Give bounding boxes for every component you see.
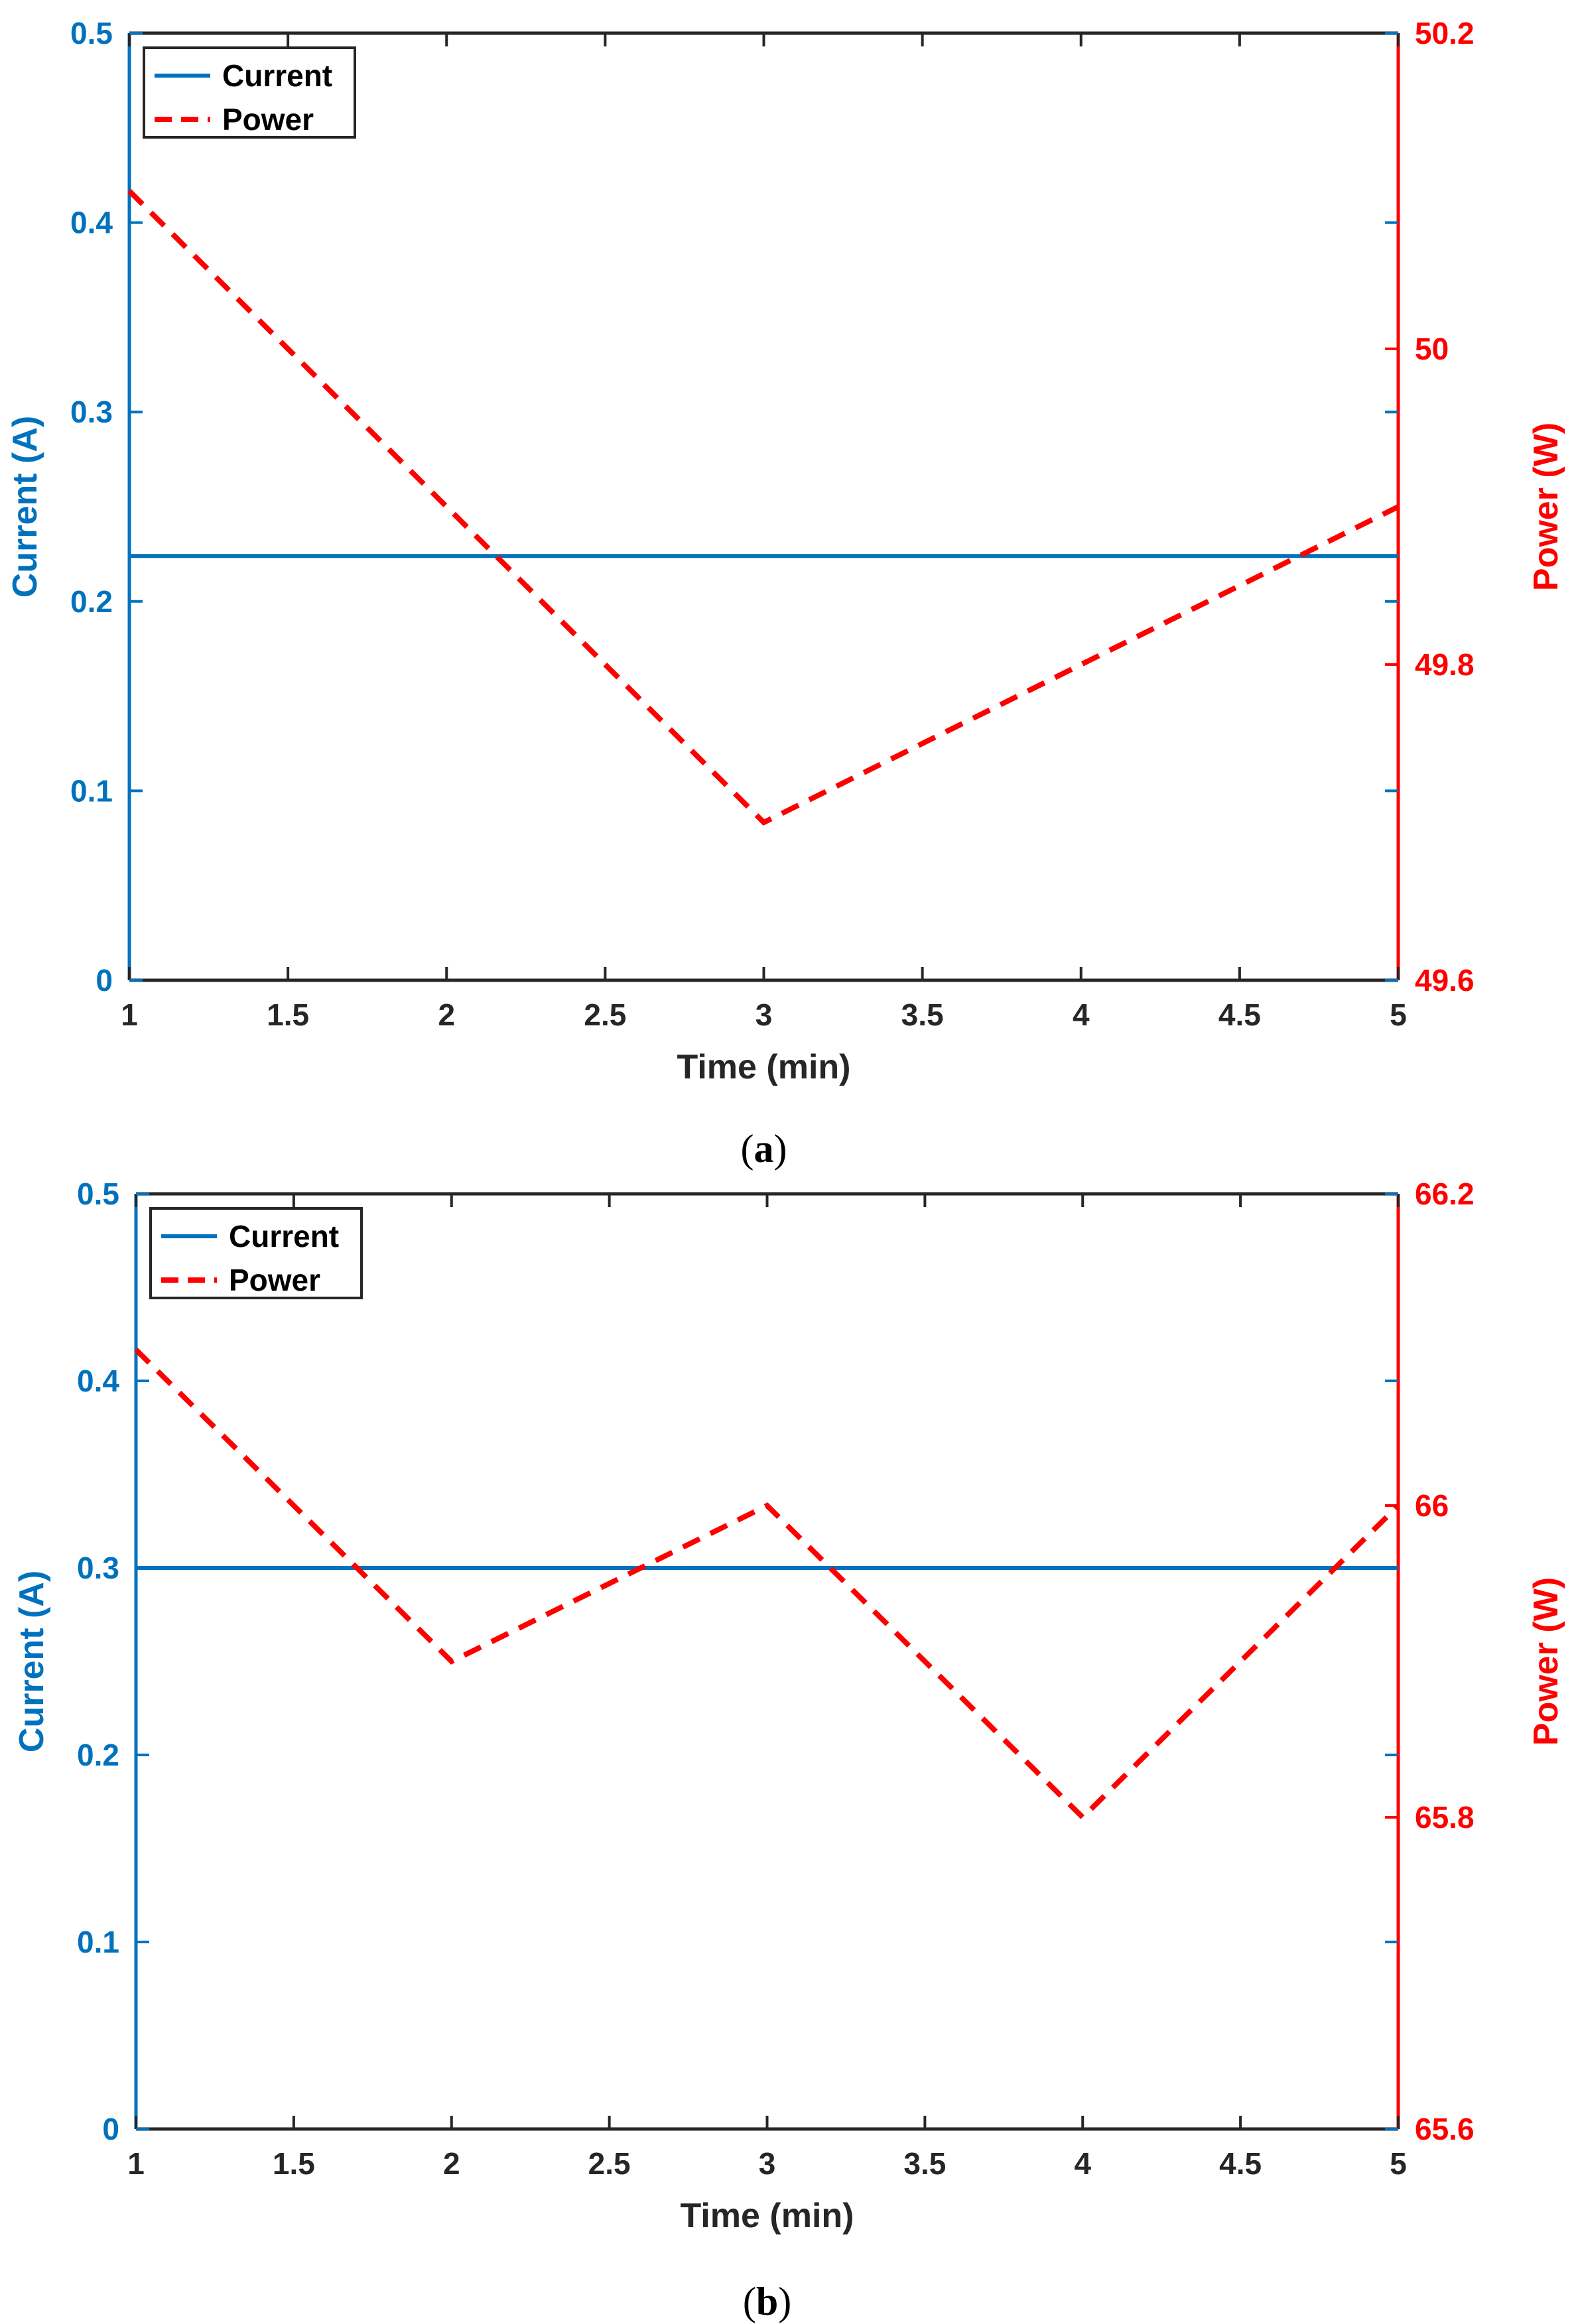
- y-left-tick-label: 0: [96, 963, 113, 998]
- x-tick-label: 4: [1074, 2146, 1091, 2181]
- legend: Current Power: [143, 46, 356, 139]
- y-left-tick-label: 0.3: [77, 1551, 119, 1585]
- x-tick-label: 3.5: [901, 998, 944, 1032]
- y-left-tick-label: 0: [102, 2112, 119, 2146]
- y-left-tick-label: 0.3: [70, 395, 113, 429]
- x-tick-label: 4: [1073, 998, 1090, 1032]
- x-tick-label: 5: [1390, 2146, 1407, 2181]
- y-right-tick-label: 50.2: [1415, 16, 1475, 50]
- x-tick-label: 2: [438, 998, 455, 1032]
- y-left-tick-label: 0.4: [77, 1364, 119, 1398]
- legend-label-current: Current: [222, 58, 332, 93]
- legend-label-power: Power: [222, 102, 314, 137]
- legend-label-power: Power: [229, 1263, 320, 1297]
- y-right-tick-label: 49.6: [1415, 963, 1475, 998]
- y-left-tick-label: 0.5: [77, 1177, 119, 1211]
- x-tick-label: 3.5: [903, 2146, 946, 2181]
- y-left-tick-label: 0.1: [70, 773, 113, 808]
- x-tick-label: 2.5: [584, 998, 626, 1032]
- x-tick-label: 1: [121, 998, 138, 1032]
- x-axis-title: Time (min): [677, 1048, 851, 1086]
- y-left-tick-label: 0.2: [70, 584, 113, 619]
- y-right-tick-label: 49.8: [1415, 647, 1475, 682]
- y-left-tick-label: 0.1: [77, 1925, 119, 1959]
- chart-panel-b: 1 1.5 2 2.5 3 3.5 4 4.5 5 0 0.1 0.2 0.3 0.4 0.5 65.6 65.…: [13, 1177, 1565, 2323]
- series-line-power: [134, 1348, 1400, 1821]
- legend-box: [149, 1207, 363, 1299]
- y-right-tick-label: 65.8: [1415, 1800, 1475, 1835]
- x-tick-label: 2: [443, 2146, 460, 2181]
- legend: Current Power: [149, 1207, 363, 1299]
- series-line-power: [127, 189, 1400, 826]
- y-left-axis-title: Current (A): [13, 1571, 51, 1752]
- chart-panel-a: 1 1.5 2 2.5 3 3.5 4 4.5 500.10.20.30.40.549.649.…: [6, 16, 1565, 1171]
- y-right-axis-title: Power (W): [1527, 422, 1565, 591]
- x-axis-title: Time (min): [681, 2197, 854, 2235]
- y-right-axis-title: Power (W): [1527, 1577, 1565, 1746]
- y-left-tick-label: 0.5: [70, 16, 113, 50]
- legend-box: [143, 46, 356, 139]
- panel-caption: (b): [743, 2280, 791, 2323]
- x-tick-label: 1.5: [273, 2146, 315, 2181]
- y-left-tick-label: 0.2: [77, 1738, 119, 1772]
- x-tick-label: 2.5: [588, 2146, 631, 2181]
- y-left-tick-label: 0.4: [70, 206, 113, 240]
- y-right-tick-label: 50: [1415, 332, 1449, 366]
- y-left-axis-title: Current (A): [6, 416, 44, 598]
- panel-caption: (a): [741, 1127, 787, 1171]
- y-right-tick-label: 66.2: [1415, 1177, 1475, 1211]
- legend-label-current: Current: [229, 1219, 339, 1254]
- x-tick-label: 4.5: [1218, 998, 1261, 1032]
- y-right-tick-label: 65.6: [1415, 2112, 1475, 2146]
- x-tick-label: 3: [759, 2146, 776, 2181]
- x-tick-label: 3: [755, 998, 773, 1032]
- x-tick-label: 5: [1390, 998, 1407, 1032]
- x-tick-label: 1.5: [267, 998, 309, 1032]
- x-tick-label: 1: [127, 2146, 145, 2181]
- y-right-tick-label: 66: [1415, 1488, 1449, 1523]
- x-tick-label: 4.5: [1219, 2146, 1262, 2181]
